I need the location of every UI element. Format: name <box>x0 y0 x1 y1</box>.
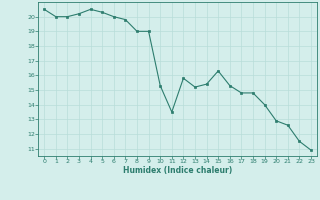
X-axis label: Humidex (Indice chaleur): Humidex (Indice chaleur) <box>123 166 232 175</box>
